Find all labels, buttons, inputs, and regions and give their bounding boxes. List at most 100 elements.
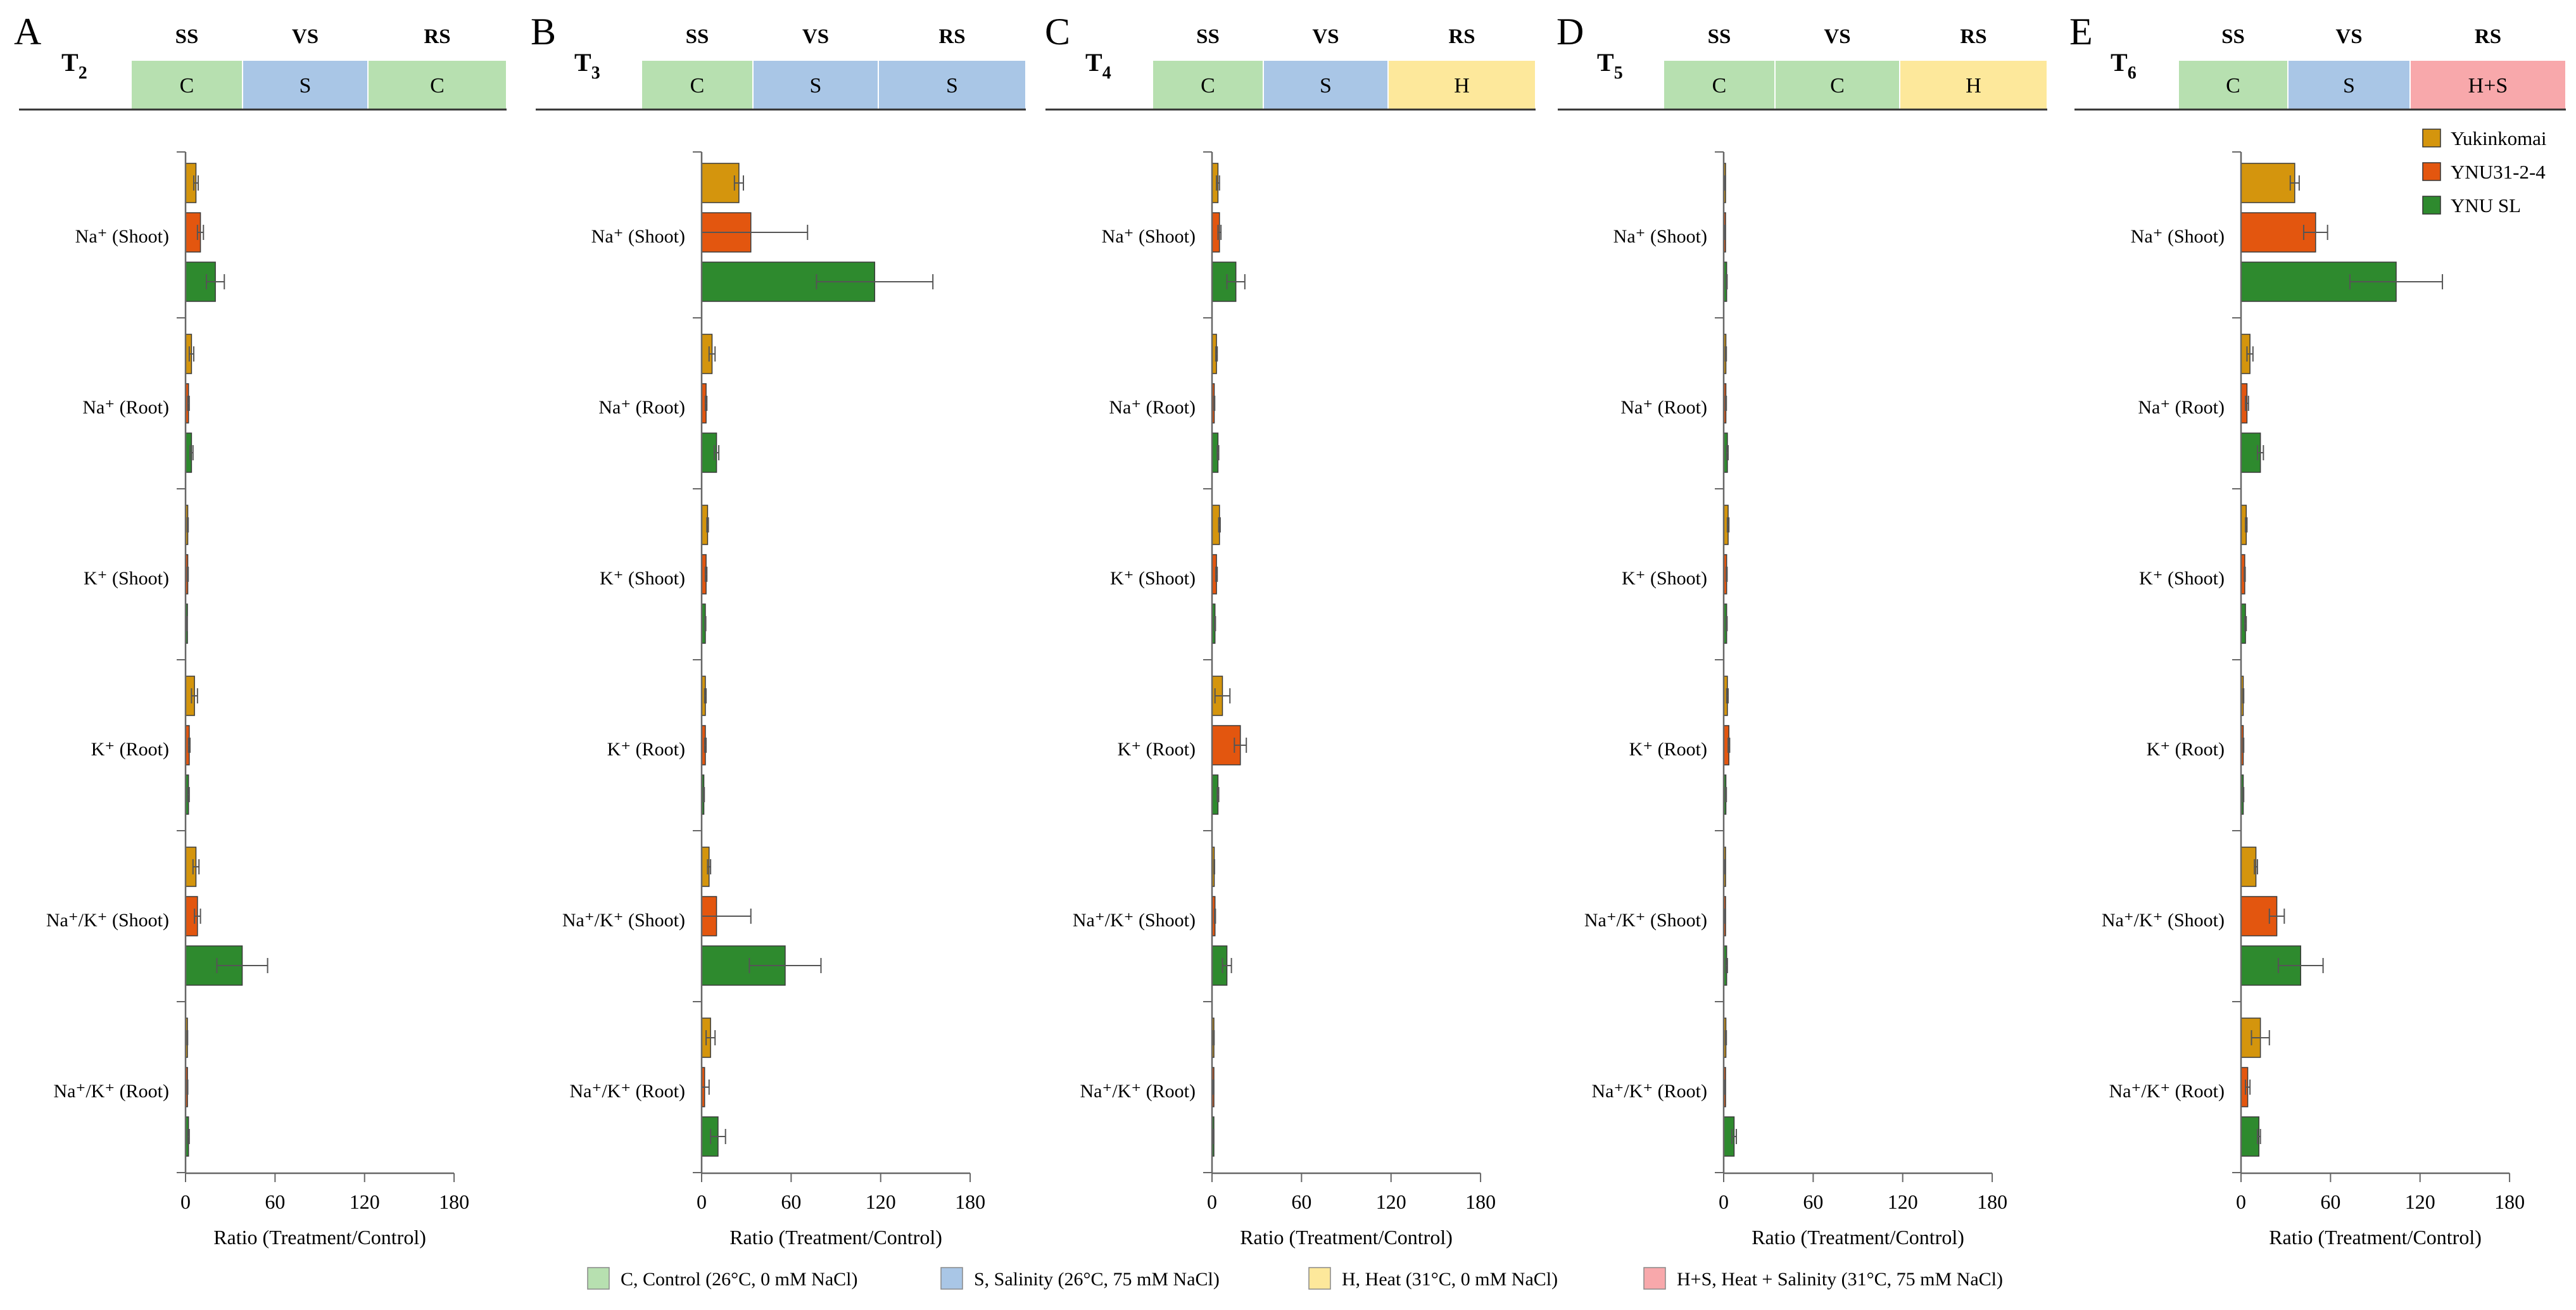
- condition-legend: C, Control (26°C, 0 mM NaCl) S, Salinity …: [587, 1267, 2003, 1290]
- category-label: K⁺ (Shoot): [600, 568, 685, 589]
- x-tick-label: 0: [2236, 1190, 2246, 1213]
- category-label: K⁺ (Root): [607, 739, 685, 760]
- legend-label: Yukinkomai: [2451, 127, 2547, 149]
- stage-box-label: C: [180, 74, 194, 98]
- legend-label: YNU SL: [2451, 194, 2521, 217]
- stage-header: RS: [424, 25, 450, 48]
- x-axis-title: Ratio (Treatment/Control): [1752, 1226, 1964, 1249]
- legend-swatch: [2422, 196, 2441, 215]
- treatment-subscript: 6: [2128, 63, 2137, 83]
- stage-box: [641, 60, 754, 110]
- x-axis-title: Ratio (Treatment/Control): [729, 1226, 942, 1249]
- stage-box-label: C: [690, 74, 705, 98]
- category-label: Na⁺/K⁺ (Shoot): [1584, 910, 1707, 931]
- condition-label: H+S, Heat + Salinity (31°C, 75 mM NaCl): [1677, 1269, 2003, 1290]
- category-label: Na⁺ (Shoot): [1102, 226, 1196, 247]
- x-axis-title: Ratio (Treatment/Control): [1240, 1226, 1453, 1249]
- stage-box-label: C: [1830, 74, 1845, 98]
- stage-box: [1387, 60, 1536, 110]
- category-label: Na⁺/K⁺ (Root): [2109, 1081, 2225, 1102]
- stage-box-label: H: [1454, 74, 1470, 98]
- stage-box-label: H+S: [2468, 74, 2508, 98]
- panel-d: D T5 C SS C VS H RS Na⁺ (Shoot) Na⁺ (Root) K⁺ (Sho…: [1556, 11, 2048, 1249]
- category-label: Na⁺/K⁺ (Shoot): [1073, 910, 1196, 931]
- category-label: Na⁺/K⁺ (Shoot): [46, 910, 169, 931]
- treatment-label: T2: [61, 48, 87, 83]
- category-label: Na⁺ (Root): [1620, 397, 1707, 418]
- condition-label: S, Salinity (26°C, 75 mM NaCl): [974, 1269, 1220, 1290]
- stage-box-label: S: [1320, 74, 1332, 98]
- stage-header: SS: [175, 25, 199, 48]
- stage-box-label: S: [300, 74, 312, 98]
- x-tick-label: 120: [350, 1190, 380, 1213]
- panel-letter: A: [14, 11, 41, 53]
- stage-header: RS: [2475, 25, 2501, 48]
- bar: [2240, 163, 2295, 203]
- category-label: Na⁺ (Root): [2138, 397, 2225, 418]
- category-label: Na⁺/K⁺ (Root): [54, 1081, 169, 1102]
- stage-box-label: S: [2343, 74, 2355, 98]
- category-label: Na⁺/K⁺ (Root): [1080, 1081, 1196, 1102]
- stage-header: RS: [1960, 25, 1986, 48]
- bar: [2240, 1116, 2260, 1157]
- bar: [2240, 847, 2257, 887]
- x-tick-label: 60: [1803, 1190, 1823, 1213]
- stage-header: SS: [1708, 25, 1731, 48]
- treatment-subscript: 4: [1102, 63, 1111, 83]
- x-tick-label: 0: [1207, 1190, 1217, 1213]
- category-label: Na⁺/K⁺ (Root): [1592, 1081, 1707, 1102]
- stage-box: [242, 60, 369, 110]
- category-label: K⁺ (Shoot): [1110, 568, 1196, 589]
- stage-box-label: S: [946, 74, 958, 98]
- stage-box: [878, 60, 1026, 110]
- condition-swatch: [1643, 1267, 1666, 1290]
- category-label: Na⁺ (Shoot): [591, 226, 685, 247]
- stage-header: SS: [2221, 25, 2245, 48]
- category-label: K⁺ (Shoot): [84, 568, 169, 589]
- category-label: K⁺ (Root): [2147, 739, 2225, 760]
- stage-header: RS: [1448, 25, 1475, 48]
- category-label: K⁺ (Root): [1629, 739, 1707, 760]
- stage-box-label: H: [1966, 74, 1981, 98]
- treatment-subscript: 3: [591, 63, 600, 83]
- category-label: Na⁺ (Shoot): [75, 226, 169, 247]
- x-tick-label: 60: [781, 1190, 801, 1213]
- treatment-label: T3: [574, 48, 600, 83]
- legend-swatch: [2422, 129, 2441, 148]
- panel-letter: E: [2069, 11, 2093, 53]
- stage-box-label: C: [2226, 74, 2240, 98]
- treatment-label: T4: [1085, 48, 1111, 83]
- x-tick-label: 120: [1888, 1190, 1918, 1213]
- treatment-label: T5: [1597, 48, 1623, 83]
- x-tick-label: 120: [1376, 1190, 1406, 1213]
- condition-swatch: [587, 1267, 610, 1290]
- category-label: Na⁺/K⁺ (Shoot): [562, 910, 685, 931]
- treatment-label: T6: [2111, 48, 2137, 83]
- category-label: K⁺ (Root): [1118, 739, 1196, 760]
- stage-header: VS: [1824, 25, 1850, 48]
- stage-box: [2409, 60, 2567, 110]
- stage-header: VS: [802, 25, 829, 48]
- stage-box: [130, 60, 243, 110]
- condition-label: H, Heat (31°C, 0 mM NaCl): [1342, 1269, 1558, 1290]
- stage-box: [1152, 60, 1264, 110]
- stage-header: VS: [1312, 25, 1339, 48]
- panel-letter: D: [1556, 11, 1584, 53]
- stage-header: RS: [938, 25, 965, 48]
- category-label: Na⁺ (Root): [1109, 397, 1196, 418]
- category-label: Na⁺ (Root): [598, 397, 685, 418]
- category-label: Na⁺/K⁺ (Shoot): [2102, 910, 2225, 931]
- stage-box: [1663, 60, 1776, 110]
- stage-box-label: S: [810, 74, 822, 98]
- category-label: Na⁺ (Root): [82, 397, 169, 418]
- category-label: K⁺ (Shoot): [2139, 568, 2225, 589]
- x-tick-label: 180: [1977, 1190, 2007, 1213]
- stage-header: VS: [2335, 25, 2362, 48]
- x-tick-label: 0: [697, 1190, 707, 1213]
- x-axis-title: Ratio (Treatment/Control): [213, 1226, 426, 1249]
- category-label: K⁺ (Root): [91, 739, 169, 760]
- stage-box: [1899, 60, 2048, 110]
- stage-box: [367, 60, 507, 110]
